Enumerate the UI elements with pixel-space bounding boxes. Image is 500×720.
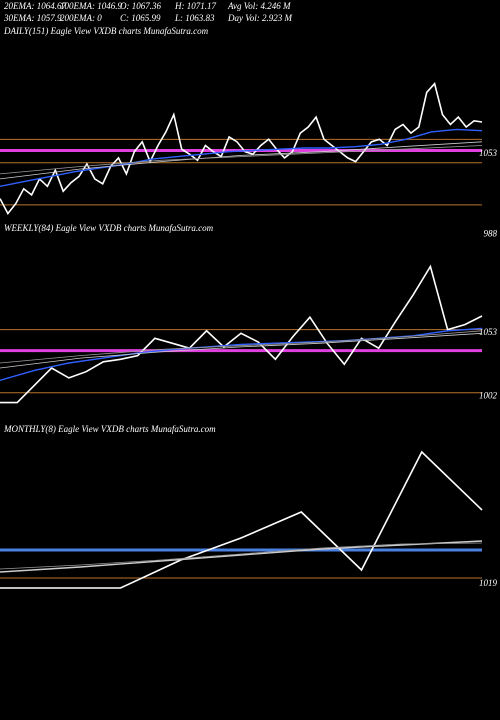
header-stat: O: 1067.36 (120, 1, 161, 11)
price-line (0, 330, 483, 364)
header-stat: L: 1063.83 (174, 13, 215, 23)
header-stat: 20EMA: 1064.67 (4, 1, 66, 11)
panel-title: MONTHLY(8) Eagle View VXDB charts Munafa… (3, 424, 216, 434)
y-tick-label: 1053 (479, 148, 498, 158)
y-tick-label: 988 (484, 228, 498, 238)
price-line (0, 141, 483, 180)
price-line (0, 145, 483, 175)
price-line (0, 450, 483, 589)
price-line (0, 128, 483, 187)
header-stat: Day Vol: 2.923 M (227, 13, 292, 23)
price-line (0, 542, 483, 570)
header-stat: 30EMA: 1057.9 (3, 13, 62, 23)
header-stat: C: 1065.99 (120, 13, 161, 23)
panel-title: WEEKLY(84) Eagle View VXDB charts Munafa… (4, 223, 214, 233)
y-tick-label: 1002 (479, 390, 498, 400)
price-line (0, 264, 483, 404)
header-stat: 200EMA: 0 (60, 13, 102, 23)
y-tick-label: 1053 (479, 327, 498, 337)
header-stat: 100EMA: 1046.9 (60, 1, 122, 11)
price-line (0, 540, 483, 573)
price-line (0, 332, 483, 369)
price-line (0, 82, 483, 215)
y-tick-label: 1019 (479, 578, 498, 588)
panel-title: DAILY(151) Eagle View VXDB charts Munafa… (3, 26, 209, 36)
header-stat: H: 1071.17 (174, 1, 216, 11)
header-stat: Avg Vol: 4.246 M (227, 1, 291, 11)
